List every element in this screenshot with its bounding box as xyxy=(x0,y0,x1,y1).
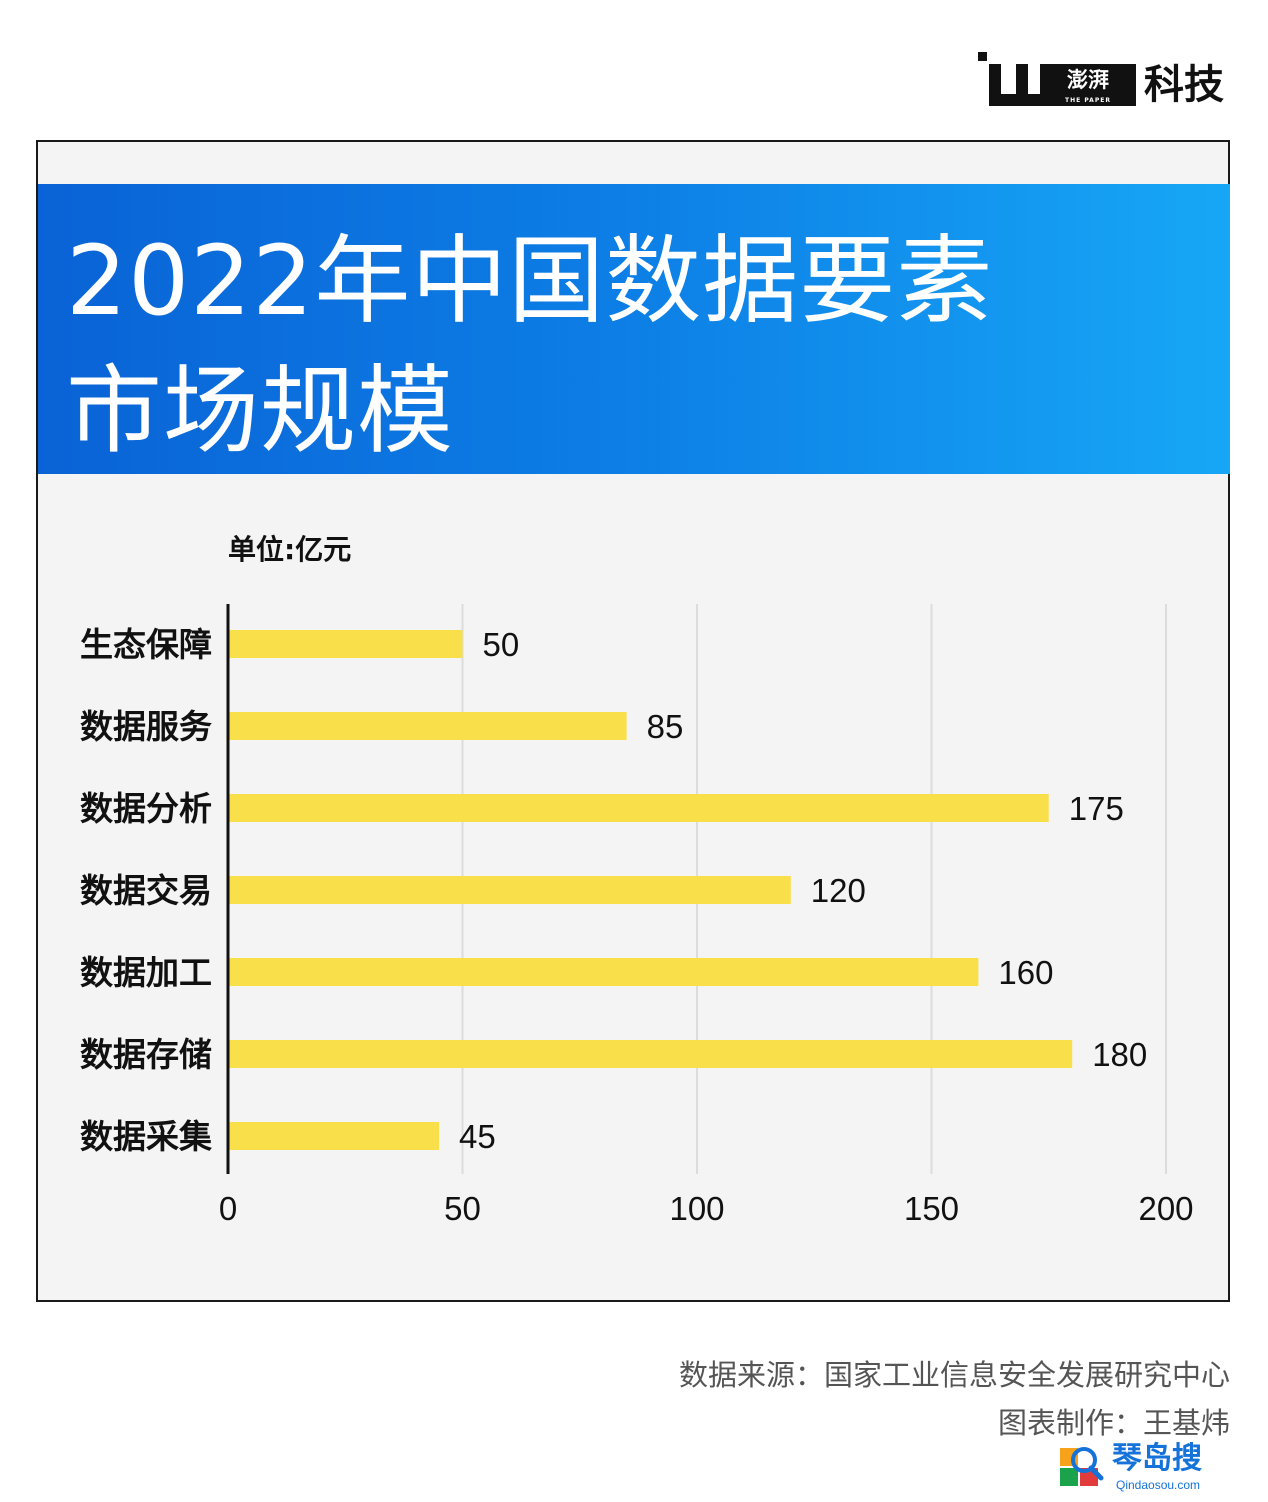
x-tick-label: 200 xyxy=(1138,1190,1193,1227)
bar xyxy=(228,1040,1073,1068)
chart-card: 2022年中国数据要素 市场规模 单位:亿元 0 50 100 150 200 生态保障 5… xyxy=(36,140,1230,1302)
brand-logo: 澎湃 THE PAPER 科技 xyxy=(978,50,1238,112)
logo-name: 科技 xyxy=(1144,62,1224,108)
logo-tagline: THE PAPER xyxy=(1065,97,1111,104)
bar xyxy=(228,876,791,904)
unit-label: 单位:亿元 xyxy=(228,533,352,566)
x-tick-label: 0 xyxy=(219,1190,237,1227)
category-label: 数据采集 xyxy=(80,1117,212,1156)
chart-credit: 图表制作：王基炜 xyxy=(997,1406,1230,1440)
data-label: 180 xyxy=(1092,1036,1147,1073)
chart-title: 2022年中国数据要素 市场规模 xyxy=(66,216,993,476)
data-label: 160 xyxy=(998,954,1053,991)
logo-emblem-icon xyxy=(978,52,1040,106)
magnifier-logo-icon xyxy=(1060,1447,1104,1486)
bar xyxy=(228,958,979,986)
data-source: 数据来源：国家工业信息安全发展研究中心 xyxy=(678,1358,1230,1392)
watermark-text: 琴岛搜 xyxy=(1112,1441,1202,1476)
data-label: 175 xyxy=(1069,790,1124,827)
title-banner: 2022年中国数据要素 市场规模 xyxy=(38,184,1230,474)
watermark-url: Qindaosou.com xyxy=(1116,1478,1201,1492)
logo-box: 澎湃 THE PAPER xyxy=(1040,64,1136,106)
bar-chart: 0 50 100 150 200 生态保障 50 数据服务 85 数据分析 175 数据交易 120 数据… xyxy=(80,604,1194,1227)
category-label: 数据服务 xyxy=(80,707,212,746)
category-label: 数据交易 xyxy=(80,871,212,910)
logo-emblem-text: 澎湃 xyxy=(1067,68,1109,92)
data-label: 45 xyxy=(459,1118,496,1155)
category-label: 数据加工 xyxy=(80,953,212,992)
category-label: 数据分析 xyxy=(80,789,212,828)
category-label: 生态保障 xyxy=(80,625,212,664)
category-label: 数据存储 xyxy=(80,1035,212,1074)
x-tick-label: 150 xyxy=(904,1190,959,1227)
title-line-1: 2022年中国数据要素 xyxy=(66,225,994,337)
data-label: 85 xyxy=(647,708,684,745)
data-label: 120 xyxy=(811,872,866,909)
x-tick-label: 100 xyxy=(669,1190,724,1227)
watermark: 琴岛搜 Qindaosou.com xyxy=(1058,1440,1218,1496)
title-line-2: 市场规模 xyxy=(66,355,454,467)
x-tick-label: 50 xyxy=(444,1190,481,1227)
bar xyxy=(228,630,463,658)
data-label: 50 xyxy=(483,626,520,663)
bar xyxy=(228,712,627,740)
bar xyxy=(228,794,1049,822)
bar xyxy=(228,1122,440,1150)
